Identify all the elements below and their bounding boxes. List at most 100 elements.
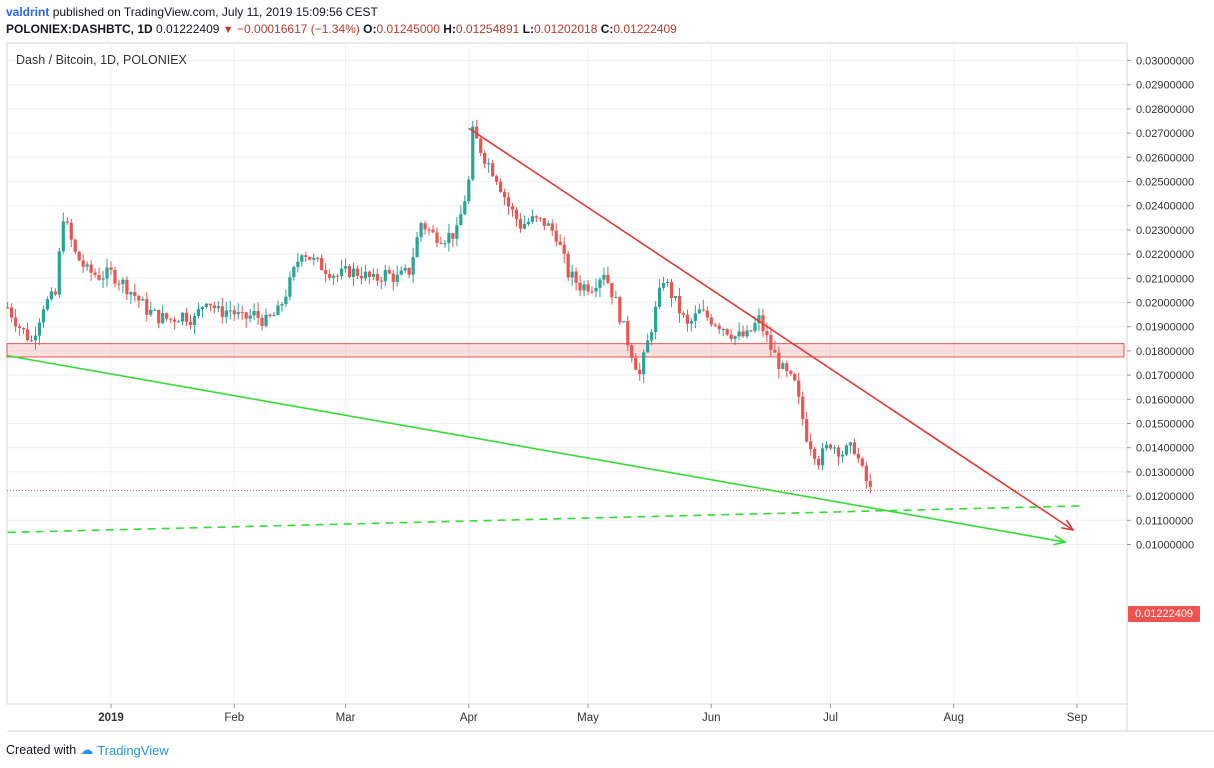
candle-body (200, 306, 205, 310)
candle-body (598, 279, 602, 288)
candle-body (765, 331, 769, 336)
candle-body (582, 284, 586, 291)
candle-body (447, 233, 451, 244)
high-value: 0.01254891 (455, 22, 520, 36)
candle-body (208, 303, 212, 306)
y-tick-label: 0.01800000 (1136, 346, 1194, 358)
candle-body (395, 274, 399, 282)
y-tick-label: 0.01900000 (1136, 322, 1194, 334)
candle-body (757, 315, 761, 324)
candle-body (21, 327, 26, 330)
candle-body (594, 287, 598, 292)
symbol-ohlc-bar: POLONIEX:DASHBTC, 1D 0.01222409 ▼ −0.000… (6, 22, 677, 36)
candle-body (824, 444, 829, 449)
candle-body (133, 292, 137, 296)
candle-body (570, 271, 574, 278)
candle-body (53, 291, 57, 295)
candle-body (228, 310, 232, 312)
author-link[interactable]: valdrint (6, 5, 50, 19)
candle-body (661, 283, 666, 288)
candle-body (634, 358, 638, 370)
candle-body (137, 295, 141, 301)
candle-body (363, 271, 368, 279)
candle-body (85, 264, 89, 267)
candle-body (618, 297, 622, 323)
candle-body (335, 275, 340, 277)
y-tick-label: 0.02700000 (1136, 128, 1194, 140)
y-tick-label: 0.01500000 (1136, 419, 1194, 431)
resistance-arrowhead (1061, 519, 1075, 532)
y-tick-label: 0.02500000 (1136, 177, 1194, 189)
candle-body (224, 310, 228, 317)
candle-body (157, 309, 161, 324)
candle-body (260, 317, 264, 326)
last-price: 0.01222409 (156, 22, 220, 36)
candle-body (49, 291, 53, 300)
candle-body (681, 313, 686, 315)
candle-body (367, 271, 371, 278)
y-tick-label: 0.02800000 (1136, 104, 1194, 116)
chart-title: Dash / Bitcoin, 1D, POLONIEX (16, 53, 187, 67)
candle-body (145, 299, 149, 315)
candle-body (840, 454, 845, 457)
candle-body (789, 370, 793, 374)
candle-body (391, 273, 395, 282)
candle-body (339, 268, 344, 276)
candle-body (232, 310, 236, 315)
candle-body (169, 318, 173, 320)
down-arrow-icon: ▼ (222, 24, 234, 36)
candle-body (864, 465, 868, 482)
candle-body (467, 179, 471, 202)
candle-body (184, 312, 189, 322)
candle-body (463, 201, 467, 215)
candle-body (713, 324, 717, 326)
candle-body (196, 309, 201, 316)
candle-body (93, 272, 97, 275)
candle-body (328, 274, 332, 278)
support-trendline (7, 354, 1066, 543)
candle-body (554, 230, 558, 242)
candle-body (73, 239, 77, 252)
price-change: −0.00016617 (−1.34%) (237, 22, 360, 36)
candle-body (399, 270, 403, 275)
candle-body (721, 329, 725, 331)
tradingview-brand[interactable]: TradingView (97, 742, 169, 758)
candle-body (403, 267, 407, 271)
candle-body (312, 257, 316, 260)
candle-body (332, 275, 336, 278)
candle-body (749, 330, 753, 332)
candle-body (236, 312, 240, 315)
candle-body (574, 271, 578, 283)
candle-body (546, 223, 550, 226)
candle-body (427, 229, 431, 231)
x-tick-label: Mar (336, 712, 356, 724)
y-tick-label: 0.01000000 (1136, 540, 1194, 552)
candle-body (689, 320, 693, 324)
candle-body (697, 309, 701, 314)
candle-body (769, 335, 773, 350)
candle-body (626, 321, 630, 346)
close-value: 0.01222409 (613, 22, 677, 36)
candle-body (407, 267, 411, 275)
candle-body (805, 419, 809, 442)
candle-body (741, 331, 745, 337)
candle-body (813, 448, 817, 459)
candle-body (248, 315, 252, 319)
candle-body (657, 287, 662, 307)
candle-body (475, 126, 479, 139)
y-tick-label: 0.01200000 (1136, 491, 1194, 503)
candle-body (646, 340, 650, 353)
candle-body (753, 323, 757, 331)
y-tick-label: 0.01100000 (1136, 515, 1193, 527)
candle-body (860, 458, 864, 466)
x-tick-label: Jun (702, 712, 721, 724)
candle-body (439, 242, 443, 244)
tradingview-logo-icon[interactable]: ☁ (80, 742, 94, 757)
y-tick-label: 0.02300000 (1136, 225, 1194, 237)
candle-body (701, 309, 705, 311)
candle-body (343, 266, 348, 269)
candle-body (498, 181, 503, 192)
candle-body (610, 283, 614, 298)
candle-body (852, 442, 856, 454)
